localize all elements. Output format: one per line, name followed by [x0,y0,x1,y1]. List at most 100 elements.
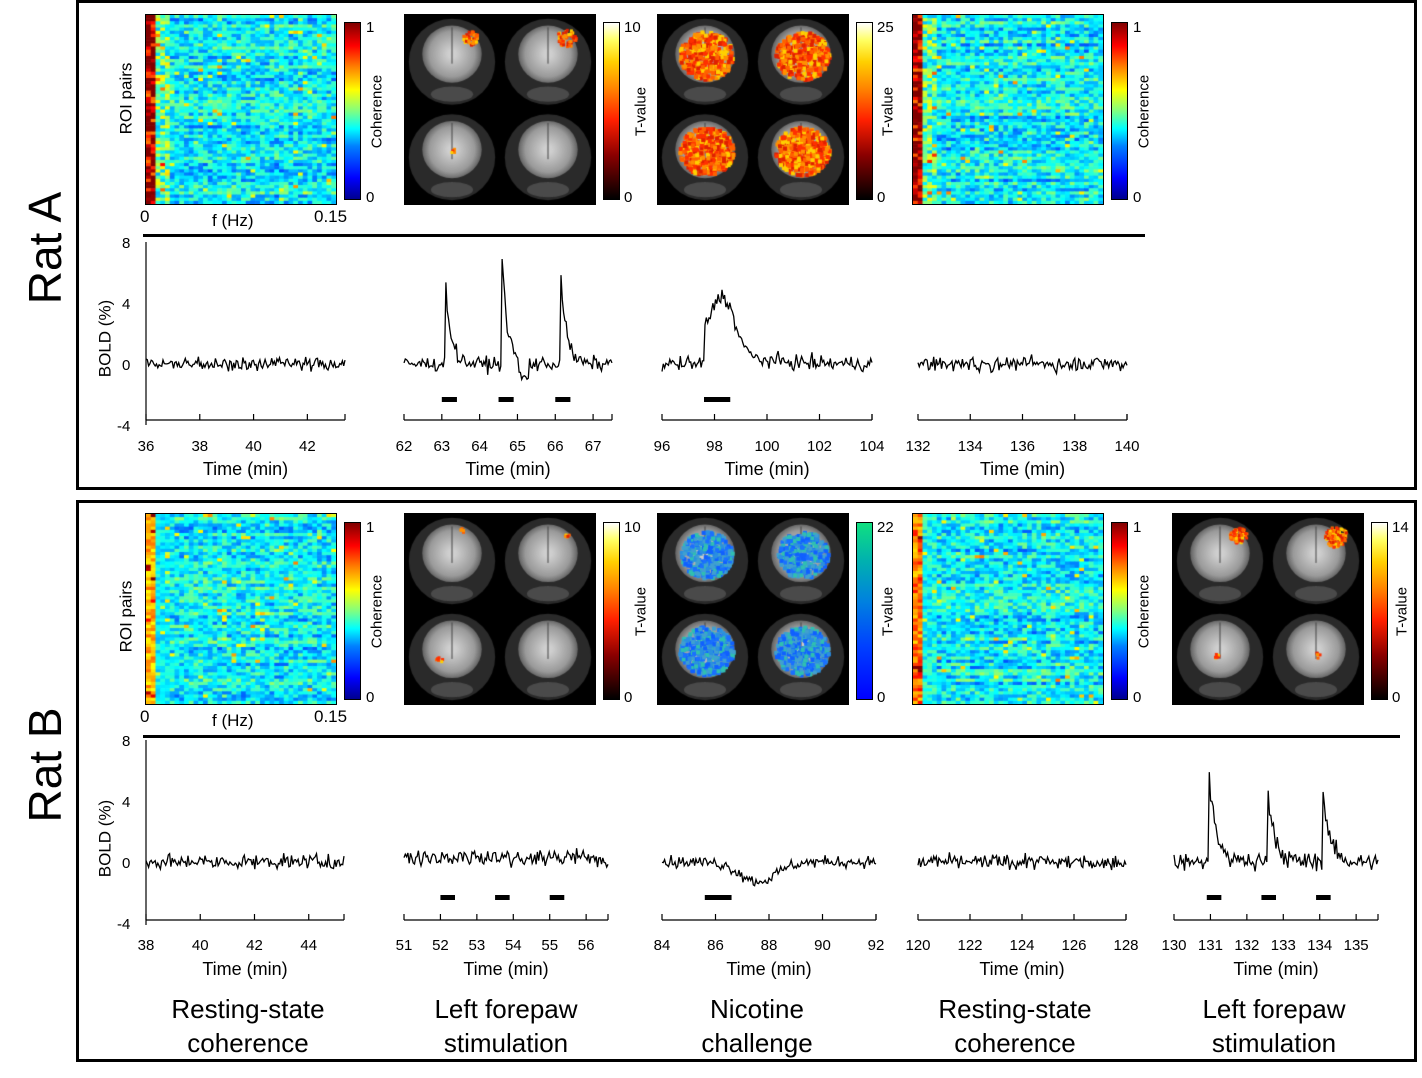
bold-a-forepaw-xlabel: Time (min) [465,459,550,479]
bold-b-forepaw1-stim-bar [549,895,565,900]
colorbar-coherence-a4 [1111,22,1128,200]
bold-b-nicotine-stim-bar [704,895,732,900]
brain-map-nicotine-b [657,513,849,705]
cbar-min-a2: 0 [624,189,633,206]
bold-b-nicotine-xtick-label: 90 [814,937,831,954]
bold-b-rest2-xtick-label: 128 [1113,937,1138,954]
bold-b-rest2-xtick-label: 124 [1009,937,1034,954]
bold-b-rest1-xtick-label: 44 [300,937,317,954]
bold-a-rest2-xtick-label: 132 [905,438,930,455]
colorbar-tvalue-b3 [856,522,873,700]
cbar-max-b5: 14 [1392,519,1409,536]
coherence-heatmap-a2 [912,14,1104,205]
brain-map-forepaw-b1 [404,513,596,705]
coherence-heatmap-b1 [145,513,337,705]
bold-a-rest2-xtick-label: 138 [1062,438,1087,455]
bold-a-rest1-trace [145,355,346,372]
bold-a-rest1-xtick-label: 42 [299,438,316,455]
colorbar-tvalue-b5 [1371,522,1388,700]
bold-b-rest1-xlabel: Time (min) [202,959,287,979]
separator-b [143,735,1400,738]
bold-b-forepaw1-xtick-label: 52 [432,937,449,954]
bold-b-rest2-xlabel: Time (min) [979,959,1064,979]
bold-a-forepaw-xtick-label: 62 [396,438,413,455]
colorbar-tvalue-a2 [603,22,620,200]
bold-b-forepaw2-stim-bar [1206,895,1222,900]
bold-b-forepaw1-xtick-label: 53 [469,937,486,954]
cbar-max-a2: 10 [624,19,641,36]
bold-a-rest1-xtick-label: 36 [138,438,155,455]
bold-b-forepaw1-xtick-label: 56 [578,937,595,954]
bold-b-rest1-xtick-label: 42 [246,937,263,954]
bold-b-forepaw2-trace [1173,772,1379,872]
cbar-max-b3: 22 [877,519,894,536]
cbar-min-a3: 0 [877,189,886,206]
bold-b-rest2-xtick-label: 120 [905,937,930,954]
rat-a-panel [76,0,1417,490]
heatmap-xtick-0-b: 0 [140,707,150,726]
brain-map-forepaw-b2-image [1172,513,1364,705]
bold-a-nicotine-stim-bar [704,397,731,402]
brain-map-forepaw-a-image [404,14,596,205]
bold-b-forepaw2-xtick-label: 132 [1234,937,1259,954]
cbar-max-b2: 10 [624,519,641,536]
cbar-max-a3: 25 [877,19,894,36]
heatmap-xtick-0-a: 0 [140,207,150,226]
cbar-max-a4: 1 [1133,19,1142,36]
bold-a-nicotine-trace [661,289,873,373]
cbar-min-b1: 0 [366,689,375,706]
bold-b-forepaw2-xtick-label: 131 [1198,937,1223,954]
bold-ytick-0-b: 0 [122,855,131,872]
bold-a-rest1-xtick-label: 38 [191,438,208,455]
colorbar-tvalue-b2 [603,522,620,700]
cbar-min-b3: 0 [877,689,886,706]
bold-ytick-8-a: 8 [122,235,131,252]
bold-b-nicotine-xlabel: Time (min) [726,959,811,979]
bold-a-forepaw-xtick-label: 64 [471,438,488,455]
brain-map-nicotine-b-image [657,513,849,705]
bold-b-rest2-trace [917,852,1127,871]
bold-ytick-0-a: 0 [122,357,131,374]
bold-a-forepaw-trace [403,258,613,382]
bold-b-forepaw2-xtick-label: 130 [1161,937,1186,954]
cbar-min-b2: 0 [624,689,633,706]
bold-a-forepaw-stim-bar [498,397,514,402]
brain-map-nicotine-a-image [657,14,849,205]
bold-b-nicotine-xtick-label: 84 [654,937,671,954]
coherence-heatmap-b2-image [913,514,1103,704]
condition-label-4: Resting-state coherence [938,994,1092,1058]
bold-a-forepaw-xtick-label: 67 [585,438,602,455]
bold-b-forepaw2-stim-bar [1316,895,1331,900]
bold-b-forepaw2-stim-bar [1261,895,1276,900]
bold-b-rest1-trace [145,851,345,872]
brain-map-nicotine-a [657,14,849,205]
condition-label-3: Nicotine challenge [701,994,813,1058]
condition-label-2: Left forepaw stimulation [434,994,578,1058]
bold-ytick-4-a: 4 [122,296,131,313]
bold-b-forepaw2-xlabel: Time (min) [1233,959,1318,979]
bold-b-forepaw1-xlabel: Time (min) [463,959,548,979]
bold-b-forepaw1-xtick-label: 54 [505,937,522,954]
coherence-heatmap-a1-image [146,15,336,204]
bold-a-forepaw-xtick-label: 66 [547,438,564,455]
bold-a-forepaw-stim-bar [441,397,457,402]
cbar-min-a4: 0 [1133,189,1142,206]
heatmap-xlabel-b: f (Hz) [212,711,254,730]
bold-a-nicotine-xlabel: Time (min) [724,459,809,479]
bold-a-rest2-xtick-label: 136 [1010,438,1035,455]
bold-a-forepaw-stim-bar [555,397,571,402]
bold-b-nicotine-xtick-label: 92 [868,937,885,954]
bold-b-rest2-xtick-label: 122 [957,937,982,954]
cbar-max-b4: 1 [1133,519,1142,536]
bold-b-forepaw1-xtick-label: 51 [396,937,413,954]
bold-a-rest2-trace [917,354,1128,376]
coherence-heatmap-b1-image [146,514,336,704]
bold-b-rest1-xtick-label: 40 [192,937,209,954]
bold-a-nicotine-xtick-label: 96 [654,438,671,455]
bold-a-rest2-xtick-label: 134 [958,438,983,455]
colorbar-coherence-a1 [344,22,361,200]
cbar-max-b1: 1 [366,519,375,536]
cbar-max-a1: 1 [366,19,375,36]
bold-b-nicotine-xtick-label: 86 [707,937,724,954]
